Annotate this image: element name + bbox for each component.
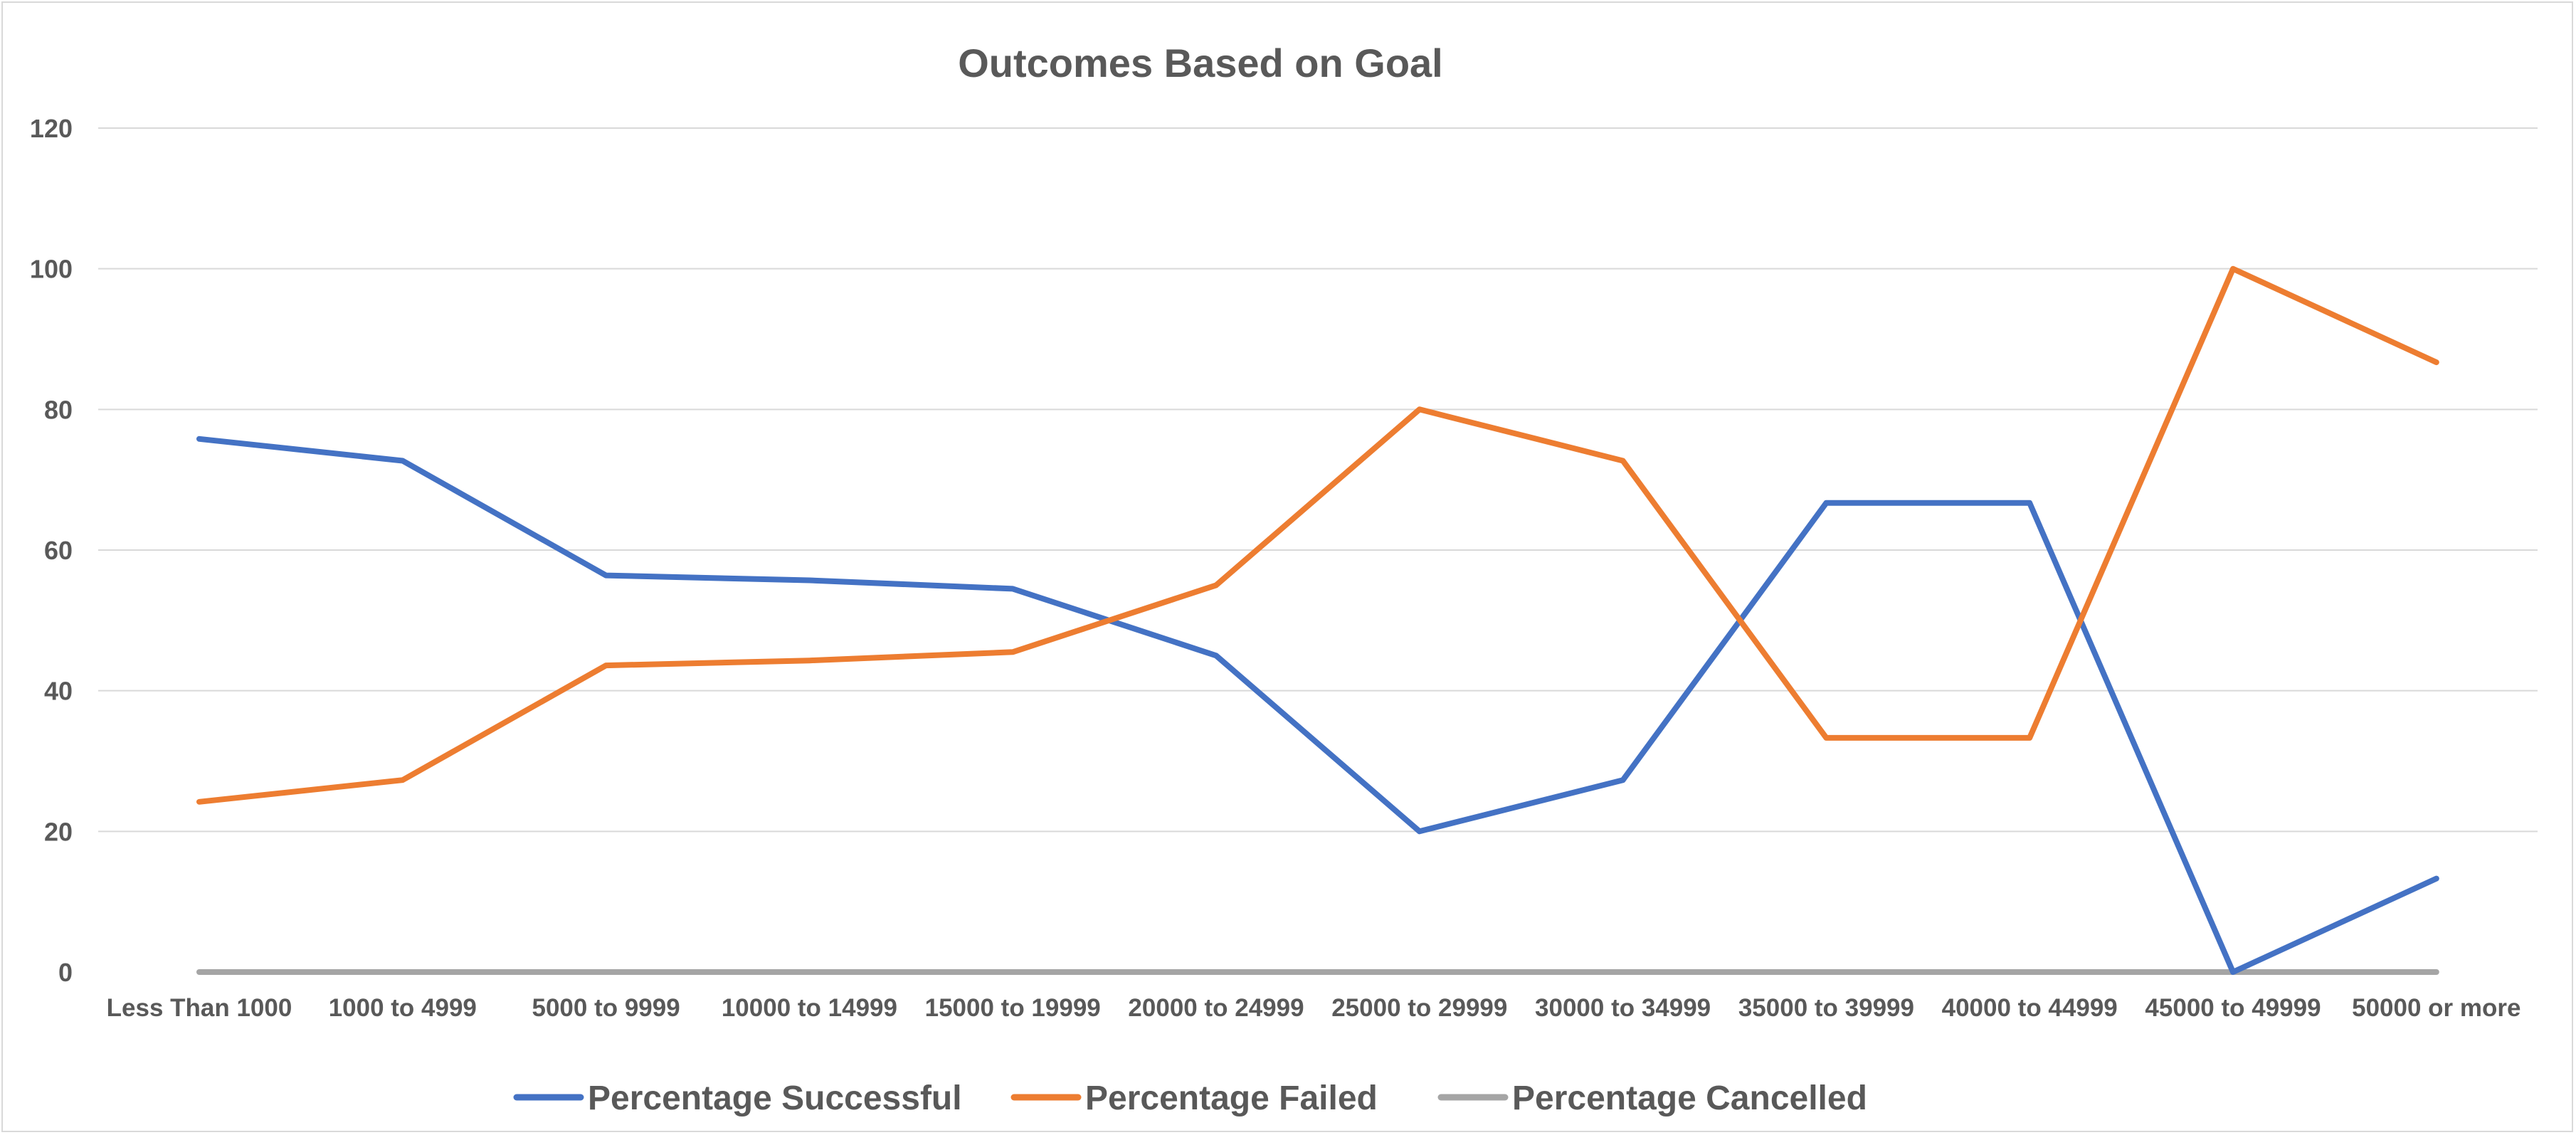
y-tick-label: 80 (44, 395, 73, 424)
y-tick-label: 100 (30, 255, 73, 284)
series-line-percentage-successful (196, 435, 2439, 975)
legend: Percentage Successful Percentage Failed Pe… (513, 1079, 1867, 1117)
y-tick-label: 40 (44, 677, 73, 706)
series-line-percentage-failed (196, 265, 2439, 805)
y-tick-label: 20 (44, 817, 73, 846)
x-tick-label: 45000 to 49999 (2145, 994, 2321, 1022)
legend-label: Percentage Failed (1085, 1079, 1378, 1117)
x-tick-label: 35000 to 39999 (1738, 994, 1914, 1022)
series-lines (196, 265, 2439, 975)
x-tick-label: 15000 to 19999 (925, 994, 1101, 1022)
y-tick-label: 60 (44, 536, 73, 565)
chart-title: Outcomes Based on Goal (958, 41, 1443, 85)
x-tick-label: 25000 to 29999 (1331, 994, 1507, 1022)
x-tick-label: 1000 to 4999 (329, 994, 477, 1022)
y-axis-tick-labels: 0 20 40 60 80 100 120 (30, 114, 73, 987)
line-chart: Outcomes Based on Goal 0 20 40 60 80 100 120 L… (30, 41, 2538, 1117)
x-tick-label: 10000 to 14999 (722, 994, 897, 1022)
legend-item: Percentage Failed (1010, 1079, 1378, 1117)
x-tick-label: 50000 or more (2352, 994, 2520, 1022)
x-tick-label: 40000 to 44999 (1942, 994, 2118, 1022)
x-axis-tick-labels: Less Than 1000 1000 to 4999 5000 to 9999 10… (107, 994, 2521, 1022)
y-tick-label: 0 (58, 958, 73, 987)
x-tick-label: 5000 to 9999 (532, 994, 680, 1022)
legend-item: Percentage Cancelled (1437, 1079, 1867, 1117)
legend-label: Percentage Successful (588, 1079, 962, 1117)
x-tick-label: Less Than 1000 (107, 994, 292, 1022)
gridlines (98, 127, 2538, 833)
x-tick-label: 30000 to 34999 (1535, 994, 1711, 1022)
x-tick-label: 20000 to 24999 (1128, 994, 1304, 1022)
y-tick-label: 120 (30, 114, 73, 143)
legend-label: Percentage Cancelled (1512, 1079, 1867, 1117)
legend-item: Percentage Successful (513, 1079, 962, 1117)
